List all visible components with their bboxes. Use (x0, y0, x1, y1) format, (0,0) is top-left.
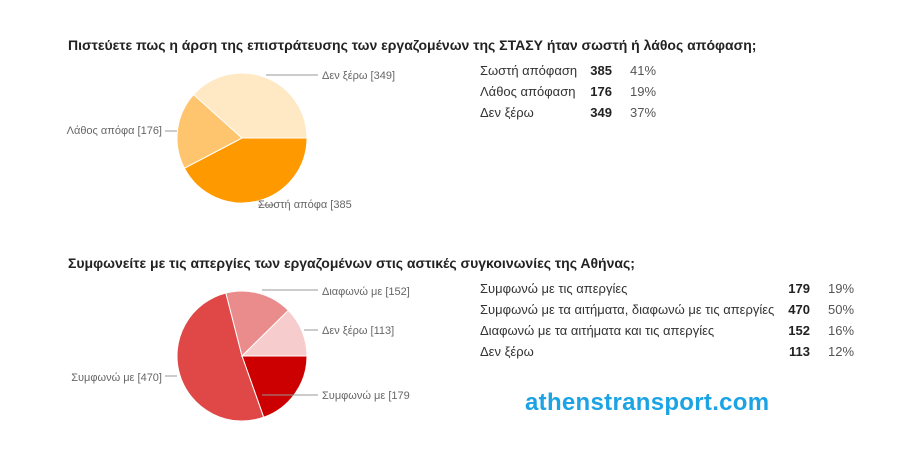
answer-label: Λάθος απόφαση (480, 84, 576, 99)
table-row: Δεν ξέρω 349 37% (480, 102, 656, 123)
pie-slice-label: Σωστή απόφα [385 (258, 199, 352, 211)
answer-label: Συμφωνώ με τα αιτήματα, διαφωνώ με τις α… (480, 302, 775, 317)
answer-count: 470 (788, 302, 810, 317)
pie-slice-label: Λάθος απόφα [176] (67, 125, 162, 137)
summary-table-2: Συμφωνώ με τις απεργίες 179 19% Συμφωνώ … (480, 278, 854, 362)
pie-slice-label: Συμφωνώ με [179 (322, 390, 410, 402)
answer-label: Σωστή απόφαση (480, 63, 578, 78)
question-1-title: Πιστεύετε πως η άρση της επιστράτευσης τ… (68, 37, 757, 53)
table-row: Συμφωνώ με τα αιτήματα, διαφωνώ με τις α… (480, 299, 854, 320)
answer-count: 152 (788, 323, 810, 338)
answer-percent: 12% (828, 344, 855, 359)
answer-percent: 19% (828, 281, 855, 296)
pie-slice-label: Δεν ξέρω [113] (322, 325, 394, 337)
pie-slice (225, 290, 290, 357)
pie-slice (176, 292, 265, 422)
pie-slice (176, 93, 243, 169)
answer-count: 349 (590, 105, 612, 120)
answer-count: 385 (590, 63, 612, 78)
pie-slice (240, 309, 308, 357)
answer-percent: 16% (828, 323, 855, 338)
pie-slice (241, 355, 308, 418)
summary-table-1: Σωστή απόφαση 385 41% Λάθος απόφαση 176 … (480, 60, 656, 123)
answer-label: Συμφωνώ με τις απεργίες (480, 281, 628, 296)
table-row: Συμφωνώ με τις απεργίες 179 19% (480, 278, 854, 299)
answer-percent: 41% (630, 63, 657, 78)
answer-count: 176 (590, 84, 612, 99)
pie-slice-label: Συμφωνώ με [470] (71, 372, 162, 384)
answer-percent: 19% (630, 84, 657, 99)
table-row: Διαφωνώ με τα αιτήματα και τις απεργίες … (480, 320, 854, 341)
answer-label: Διαφωνώ με τα αιτήματα και τις απεργίες (480, 323, 715, 338)
pie-chart-1: Σωστή απόφα [385 Λάθος απόφα [176] Δεν ξέρ… (67, 70, 395, 211)
answer-label: Δεν ξέρω (480, 105, 534, 120)
answer-percent: 37% (630, 105, 657, 120)
answer-percent: 50% (828, 302, 855, 317)
table-row: Δεν ξέρω 113 12% (480, 341, 854, 362)
pie-slice (192, 72, 308, 139)
pie-slice-label: Διαφωνώ με [152] (322, 286, 410, 298)
answer-count: 179 (788, 281, 810, 296)
pie-slice (183, 137, 308, 204)
pie-chart-2: Συμφωνώ με [179 Συμφωνώ με [470] Διαφωνώ μ… (71, 286, 410, 422)
pie-slice-label: Δεν ξέρω [349] (322, 70, 395, 82)
table-row: Λάθος απόφαση 176 19% (480, 81, 656, 102)
answer-label: Δεν ξέρω (480, 344, 534, 359)
question-2-title: Συμφωνείτε με τις απεργίες των εργαζομέν… (68, 255, 635, 271)
table-row: Σωστή απόφαση 385 41% (480, 60, 656, 81)
answer-count: 113 (789, 344, 810, 359)
watermark-text: athenstransport.com (525, 389, 770, 416)
